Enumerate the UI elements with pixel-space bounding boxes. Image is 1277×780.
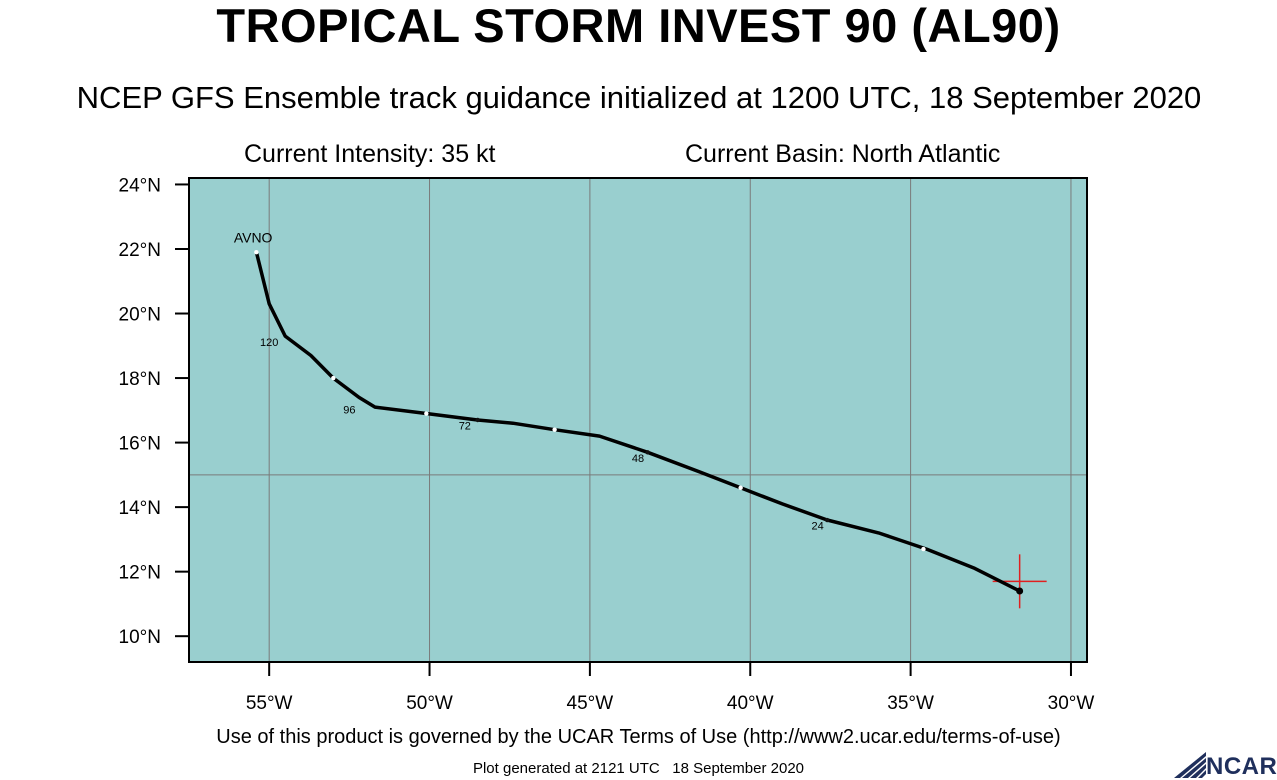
track-hour-marker bbox=[921, 546, 926, 552]
y-tick-label: 24°N bbox=[119, 175, 161, 196]
chart-title: TROPICAL STORM INVEST 90 (AL90) bbox=[216, 0, 1061, 52]
track-hour-marker bbox=[738, 485, 743, 490]
x-tick-label: 40°W bbox=[727, 693, 774, 714]
x-tick-label: 50°W bbox=[406, 693, 453, 714]
track-hour-marker bbox=[254, 250, 259, 255]
track-hour-marker bbox=[825, 517, 830, 523]
ncar-logo: NCAR bbox=[1172, 750, 1277, 780]
y-tick-label: 10°N bbox=[119, 627, 161, 648]
ncar-logo-text: NCAR bbox=[1206, 753, 1277, 780]
model-name-label: AVNO bbox=[234, 230, 273, 246]
current-intensity-label: Current Intensity: 35 kt bbox=[244, 140, 496, 168]
x-tick-label: 35°W bbox=[887, 693, 934, 714]
track-hour-marker bbox=[552, 427, 557, 432]
x-tick-label: 55°W bbox=[246, 693, 293, 714]
current-basin-label: Current Basin: North Atlantic bbox=[685, 140, 1001, 168]
x-tick-label: 45°W bbox=[567, 693, 614, 714]
forecast-hour-label: 96 bbox=[343, 405, 355, 417]
forecast-hour-label: 72 bbox=[459, 421, 471, 433]
ncar-logo-icon bbox=[1174, 752, 1206, 778]
track-hour-marker bbox=[331, 375, 336, 381]
forecast-hour-label: 24 bbox=[811, 521, 823, 533]
track-hour-marker bbox=[645, 450, 650, 455]
y-tick-label: 16°N bbox=[119, 434, 161, 455]
map-frame bbox=[188, 177, 1088, 663]
track-hour-marker bbox=[475, 417, 480, 423]
forecast-hour-label: 48 bbox=[632, 453, 644, 465]
forecast-hour-label: 120 bbox=[260, 337, 278, 349]
terms-of-use-notice: Use of this product is governed by the U… bbox=[216, 726, 1061, 748]
y-tick-label: 14°N bbox=[119, 498, 161, 519]
x-tick-label: 30°W bbox=[1048, 693, 1095, 714]
y-tick-label: 18°N bbox=[119, 369, 161, 390]
plot-generated-timestamp: Plot generated at 2121 UTC 18 September … bbox=[472, 760, 805, 777]
track-hour-marker bbox=[424, 411, 429, 416]
track-start-point bbox=[1016, 587, 1024, 595]
chart-subtitle: NCEP GFS Ensemble track guidance initial… bbox=[76, 80, 1202, 115]
y-tick-label: 20°N bbox=[119, 305, 161, 326]
y-tick-label: 12°N bbox=[119, 563, 161, 584]
y-tick-label: 22°N bbox=[119, 240, 161, 261]
ocean-background bbox=[189, 178, 1087, 662]
